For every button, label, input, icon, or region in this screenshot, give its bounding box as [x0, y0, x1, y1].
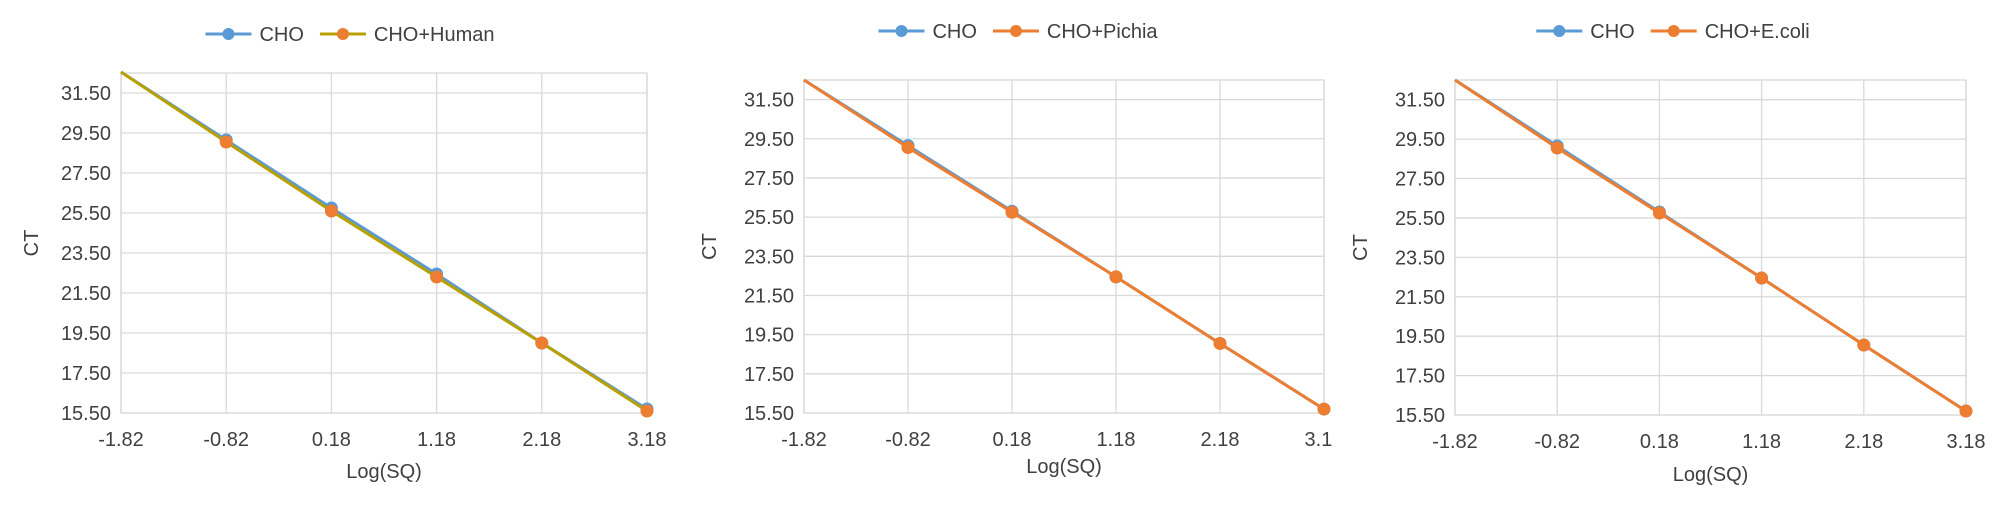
x-axis-title: Log(SQ) — [1673, 464, 1749, 486]
data-point — [1109, 270, 1123, 284]
series-line-1 — [803, 78, 1325, 411]
x-tick-label: 3.18 — [1305, 429, 1333, 451]
y-tick-label: 31.50 — [1395, 90, 1445, 112]
data-point — [1213, 336, 1227, 350]
y-tick-label: 25.50 — [1395, 208, 1445, 230]
data-point — [1959, 404, 1973, 418]
legend-label: CHO+Pichia — [1047, 21, 1158, 43]
y-tick-label: 15.50 — [1395, 405, 1445, 427]
legend-swatch-marker — [222, 28, 235, 40]
x-axis-title: Log(SQ) — [1026, 456, 1102, 478]
legend-swatch-marker — [895, 25, 908, 37]
x-tick-label: -0.82 — [885, 429, 931, 451]
data-point — [219, 135, 233, 149]
x-tick-label: -1.82 — [781, 429, 827, 451]
y-axis-title: CT — [21, 230, 43, 257]
y-tick-label: 17.50 — [1395, 366, 1445, 388]
y-tick-label: 31.50 — [61, 83, 111, 105]
legend-swatch-marker — [1553, 25, 1566, 37]
y-tick-label: 15.50 — [61, 403, 111, 425]
y-tick-label: 19.50 — [61, 323, 111, 345]
data-point — [1755, 271, 1769, 285]
data-point — [901, 141, 915, 155]
y-tick-label: 27.50 — [61, 163, 111, 185]
y-tick-label: 17.50 — [61, 363, 111, 385]
y-tick-label: 19.50 — [1395, 326, 1445, 348]
y-tick-label: 27.50 — [744, 168, 794, 190]
legend-swatch-marker — [1009, 25, 1022, 37]
y-tick-label: 29.50 — [744, 129, 794, 151]
x-tick-label: 0.18 — [1640, 431, 1679, 453]
y-tick-label: 23.50 — [744, 246, 794, 268]
x-axis-title: Log(SQ) — [346, 461, 422, 483]
y-axis-title: CT — [1350, 234, 1372, 261]
x-tick-label: 3.18 — [628, 429, 666, 451]
legend-label: CHO — [259, 24, 303, 46]
y-tick-label: 23.50 — [61, 243, 111, 265]
x-tick-label: -1.82 — [1432, 431, 1478, 453]
x-tick-label: 2.18 — [1844, 431, 1883, 453]
data-point — [1005, 205, 1019, 219]
x-tick-label: 0.18 — [312, 429, 351, 451]
x-tick-label: 1.18 — [1742, 431, 1781, 453]
y-tick-label: 29.50 — [61, 123, 111, 145]
x-tick-label: -0.82 — [203, 429, 249, 451]
chart-cho-ecoli: -1.82 -0.82 0.18 1.18 2.18 3.18 15.50 17.50 19.5… — [1350, 21, 1986, 486]
x-tick-label: 3.18 — [1947, 431, 1986, 453]
x-tick-label: -1.82 — [98, 429, 144, 451]
data-point — [1550, 141, 1564, 155]
x-tick-label: 2.18 — [1201, 429, 1240, 451]
legend-label: CHO+Human — [374, 24, 495, 46]
series-line-1 — [1454, 78, 1967, 413]
data-point — [1652, 206, 1666, 220]
y-tick-label: 15.50 — [744, 403, 794, 425]
y-tick-label: 21.50 — [1395, 287, 1445, 309]
x-tick-label: 1.18 — [417, 429, 456, 451]
y-tick-label: 19.50 — [744, 325, 794, 347]
y-tick-label: 27.50 — [1395, 169, 1445, 191]
x-tick-label: -0.82 — [1534, 431, 1580, 453]
data-point — [535, 336, 549, 350]
y-axis-title: CT — [699, 233, 721, 260]
y-tick-label: 21.50 — [744, 285, 794, 307]
y-tick-label: 25.50 — [61, 203, 111, 225]
y-tick-label: 17.50 — [744, 364, 794, 386]
legend-swatch-marker — [1667, 25, 1680, 37]
y-tick-label: 29.50 — [1395, 129, 1445, 151]
data-point — [1857, 338, 1871, 352]
legend-label: CHO+E.coli — [1705, 21, 1810, 43]
x-tick-label: 1.18 — [1097, 429, 1136, 451]
legend-label: CHO — [1590, 21, 1634, 43]
x-tick-label: 0.18 — [993, 429, 1032, 451]
legend-label: CHO — [932, 21, 976, 43]
chart-cho-human: -1.82 -0.82 0.18 1.18 2.18 3.18 15.50 17.50 19.5… — [21, 24, 666, 483]
legend-swatch-marker — [336, 28, 349, 40]
data-point — [1317, 402, 1331, 416]
data-point — [324, 204, 338, 218]
chart-cho-pichia: -1.82 -0.82 0.18 1.18 2.18 3.18 15.50 17.50 19.5… — [699, 21, 1333, 478]
data-point — [430, 270, 444, 284]
y-tick-label: 21.50 — [61, 283, 111, 305]
data-point — [640, 404, 654, 418]
y-tick-label: 25.50 — [744, 207, 794, 229]
y-tick-label: 23.50 — [1395, 247, 1445, 269]
y-tick-label: 31.50 — [744, 90, 794, 112]
series-line-1 — [120, 70, 648, 413]
x-tick-label: 2.18 — [522, 429, 561, 451]
